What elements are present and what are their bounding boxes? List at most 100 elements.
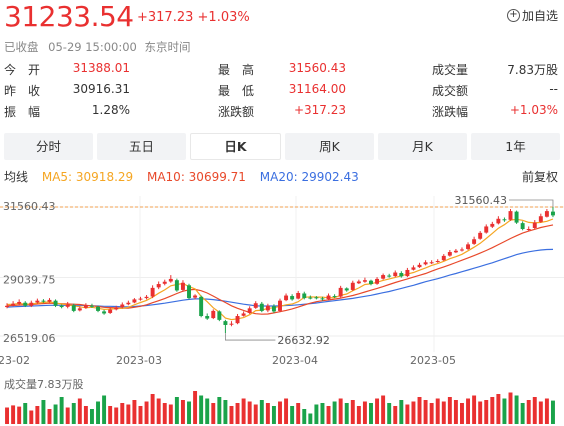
x-tick-label: 2023-03 [116, 354, 162, 367]
add-watchlist-button[interactable]: + 加自选 [506, 7, 558, 24]
candle-body [356, 281, 361, 284]
volume-bar [538, 401, 543, 424]
y-tick-label: 29039.75 [3, 274, 56, 287]
stat-label: 涨跌幅 [432, 105, 469, 119]
volume-bar [180, 400, 185, 424]
volume-bar [278, 401, 282, 424]
volume-bar [156, 398, 161, 424]
volume-bar [502, 398, 507, 424]
candle-body [96, 306, 100, 311]
candle-body [423, 262, 428, 265]
volume-bar [229, 406, 234, 424]
volume-label: 成交量7.83万股 [4, 378, 84, 391]
volume-bar [35, 406, 40, 424]
volume-bar [114, 407, 119, 424]
candle-body [332, 296, 337, 298]
candle-body [453, 250, 458, 253]
candle-body [375, 278, 380, 284]
candle-body [259, 303, 264, 311]
volume-bar [96, 401, 100, 424]
volume-bar [11, 405, 16, 424]
volume-bar [241, 398, 246, 424]
candle-body [83, 305, 88, 308]
candle-body [187, 285, 191, 299]
volume-bar [253, 404, 258, 424]
candle-body [326, 295, 331, 300]
volume-bar [17, 406, 22, 424]
volume-bar [29, 410, 34, 424]
tab-daily-k[interactable]: 日K [190, 133, 281, 160]
volume-bar [290, 406, 295, 424]
plus-circle-icon: + [506, 9, 520, 22]
volume-bar [150, 394, 155, 424]
volume-bar [332, 401, 337, 424]
ma10-value: MA10: 30699.71 [146, 170, 246, 184]
stat-value: 31388.01 [72, 61, 130, 75]
change-percent: +1.03% [197, 10, 250, 25]
candle-body [65, 304, 70, 307]
volume-bar [284, 398, 289, 424]
volume-bar [544, 398, 549, 424]
candle-body [393, 272, 398, 277]
volume-bar [59, 397, 64, 424]
adjust-mode-toggle[interactable]: 前复权 [521, 170, 558, 184]
volume-bar [83, 406, 88, 424]
ma20-value: MA20: 29902.43 [259, 170, 359, 184]
candle-body [211, 310, 216, 319]
candle-body [229, 323, 234, 325]
volume-bar [405, 404, 410, 424]
volume-bar [47, 409, 52, 424]
ma20-line [6, 248, 554, 308]
volume-bar [77, 398, 82, 424]
period-tabs: 分时 五日 日K 周K 月K 1年 [4, 133, 560, 160]
candle-body [544, 211, 549, 217]
add-watchlist-label: 加自选 [521, 9, 558, 23]
stat-label: 昨 收 [4, 84, 41, 98]
candle-body [89, 305, 94, 307]
volume-bar [187, 401, 191, 424]
candle-body [193, 295, 198, 298]
volume-bar [199, 395, 204, 424]
volume-bar [441, 401, 446, 424]
candle-body [526, 229, 531, 231]
volume-bar [71, 403, 76, 424]
volume-bar [526, 400, 531, 424]
tab-one-year[interactable]: 1年 [471, 133, 560, 160]
candle-body [265, 305, 270, 311]
volume-bar [350, 400, 355, 424]
volume-bar [387, 403, 392, 424]
candle-body [59, 305, 64, 308]
stat-value: 31164.00 [288, 82, 346, 96]
candle-body [162, 281, 167, 284]
volume-bar [411, 401, 416, 424]
tab-weekly-k[interactable]: 周K [285, 133, 374, 160]
stat-label: 成交额 [432, 84, 469, 98]
candle-body [180, 282, 185, 290]
candle-body [126, 302, 131, 305]
candle-body [284, 295, 289, 301]
tab-five-day[interactable]: 五日 [97, 133, 186, 160]
volume-bar [520, 403, 525, 424]
candle-body [235, 316, 240, 324]
tab-monthly-k[interactable]: 月K [378, 133, 467, 160]
volume-bar [417, 397, 422, 424]
volume-bar [138, 406, 143, 424]
volume-bar [223, 400, 228, 424]
volume-bar [472, 395, 477, 424]
candle-body [308, 297, 313, 299]
candle-body [156, 284, 161, 288]
stats-row: 振 幅 1.28% 涨跌额 +317.23 涨跌幅 +1.03% [0, 103, 564, 123]
volume-bar [429, 403, 434, 424]
volume-bar [168, 404, 173, 424]
volume-bar [23, 403, 28, 424]
volume-bar [65, 407, 70, 424]
candle-body [514, 211, 519, 223]
stat-label: 成交量 [432, 63, 469, 77]
candle-body [271, 306, 276, 312]
tab-intraday[interactable]: 分时 [4, 133, 93, 160]
high-annotation: 31560.43 [454, 194, 507, 207]
candle-body [114, 307, 119, 310]
candle-body [460, 249, 464, 251]
candle-body [174, 280, 179, 291]
